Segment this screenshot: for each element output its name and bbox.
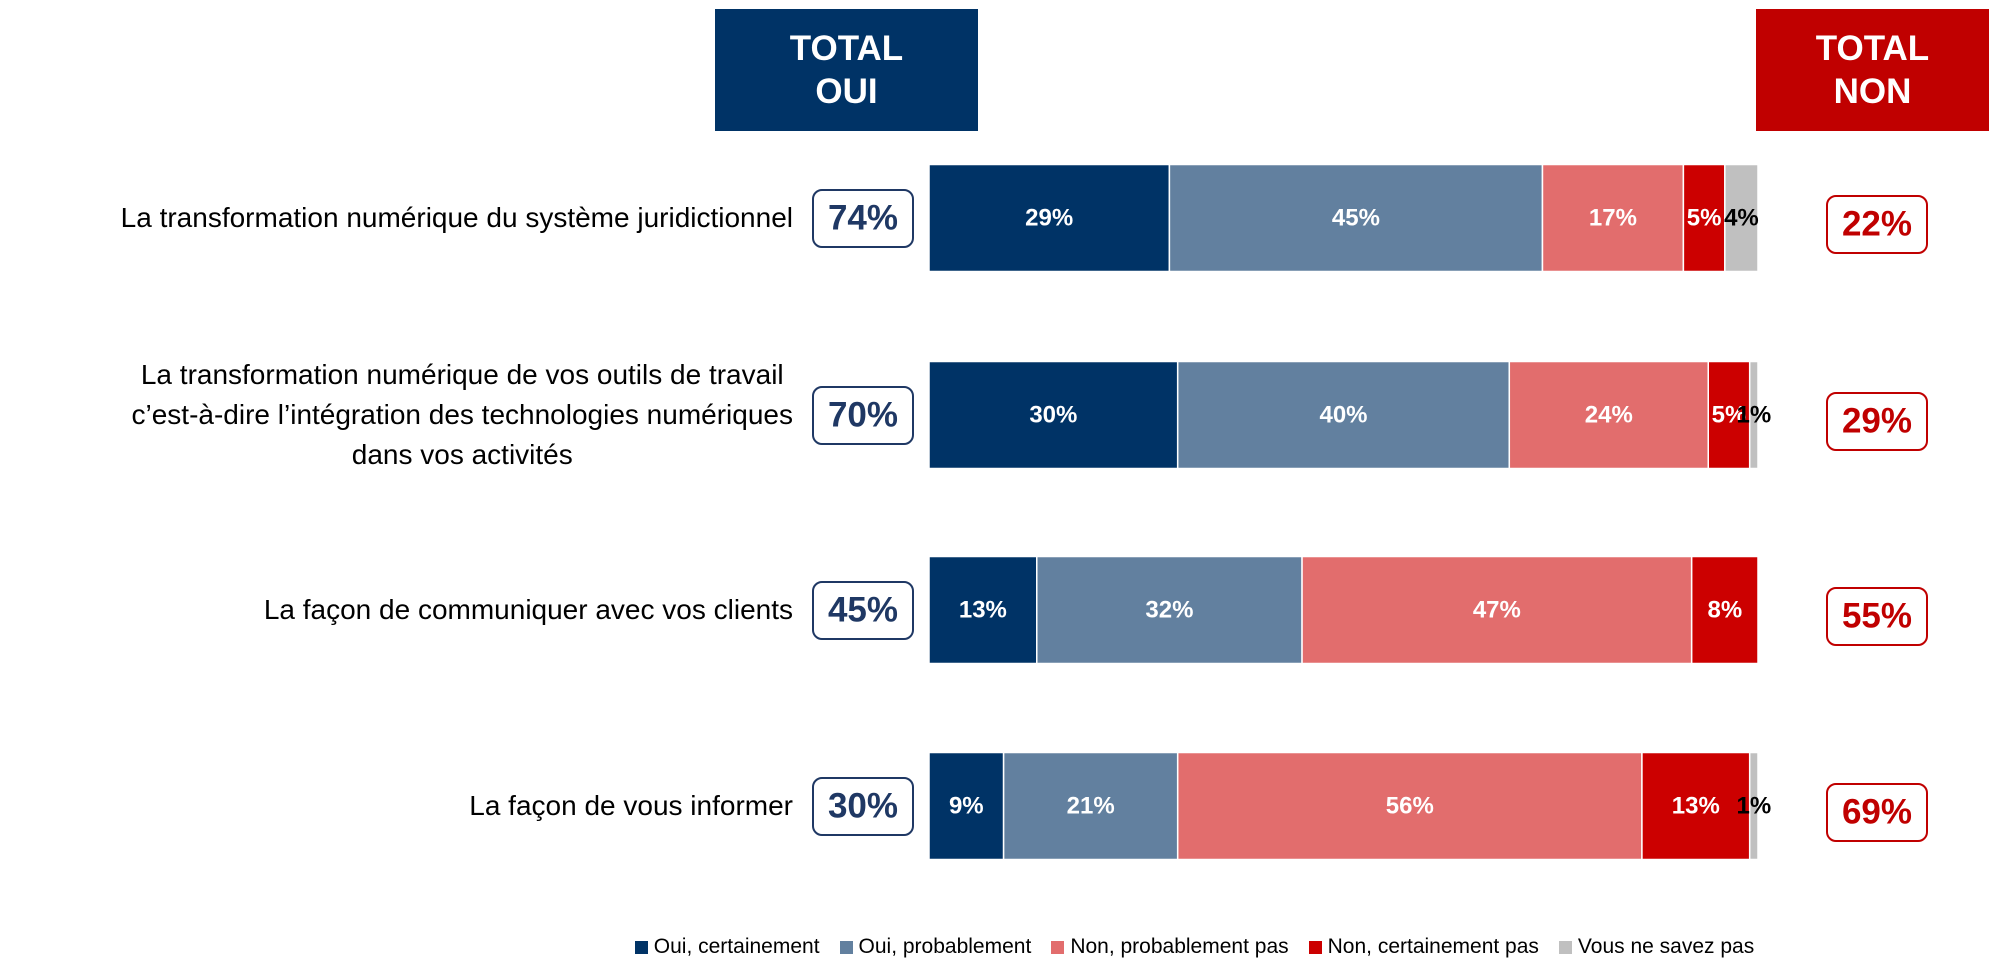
category-label: La façon de vous informer: [0, 736, 793, 876]
bar-segment: [1748, 751, 1759, 861]
total-label: 29%: [1842, 401, 1912, 440]
category-label: La transformation numérique de vos outil…: [0, 345, 793, 485]
legend-item: Non, certainement pas: [1308, 935, 1539, 959]
total-label: 55%: [1842, 596, 1912, 635]
total-label: 45%: [828, 590, 898, 629]
legend-swatch: [1558, 940, 1572, 954]
total-box: [1826, 195, 1928, 254]
bar-label: 32%: [1145, 596, 1193, 623]
legend: Oui, certainement Oui, probablement Non, p…: [0, 935, 1989, 959]
total-label: 22%: [1842, 204, 1912, 243]
bar-label: 47%: [1473, 596, 1521, 623]
bar-label: 13%: [959, 596, 1007, 623]
header-total-yes: TOTAL OUI: [715, 9, 978, 131]
bar-label: 1%: [1737, 792, 1772, 819]
legend-label: Non, certainement pas: [1327, 935, 1539, 958]
bar-label: 5%: [1712, 401, 1747, 428]
bar-label: 45%: [1332, 204, 1380, 231]
bar-segment: [1748, 360, 1759, 470]
bar-label: 21%: [1067, 792, 1115, 819]
bar-segment: [1682, 163, 1726, 273]
total-box: [812, 777, 914, 836]
bar-segment: [1707, 360, 1751, 470]
total-label: 74%: [828, 198, 898, 237]
total-label: 70%: [828, 395, 898, 434]
bar-label: 5%: [1687, 204, 1722, 231]
total-box: [812, 189, 914, 248]
category-text: La façon de vous informer: [469, 790, 793, 821]
bar-segment: [1724, 163, 1759, 273]
total-box: [1826, 587, 1928, 646]
bar-segment: [1002, 751, 1179, 861]
legend-swatch: [634, 940, 648, 954]
legend-item: Oui, probablement: [839, 935, 1032, 959]
bar-label: 13%: [1672, 792, 1720, 819]
bar-segment: [1036, 555, 1303, 665]
bar-segment: [928, 163, 1171, 273]
bar-segment: [928, 751, 1005, 861]
bar-label: 1%: [1737, 401, 1772, 428]
bar-label: 40%: [1319, 401, 1367, 428]
legend-item: Oui, certainement: [634, 935, 820, 959]
total-box: [812, 581, 914, 640]
bar-segment: [1301, 555, 1693, 665]
legend-label: Vous ne savez pas: [1577, 935, 1755, 958]
category-label: La transformation numérique du système j…: [0, 148, 793, 288]
category-text: La transformation numérique du système j…: [120, 202, 793, 233]
header-total-no: TOTAL NON: [1756, 9, 1989, 131]
legend-label: Non, probablement pas: [1070, 935, 1289, 958]
bar-label: 24%: [1585, 401, 1633, 428]
bar-label: 8%: [1707, 596, 1742, 623]
bar-segment: [928, 555, 1038, 665]
legend-swatch: [1308, 940, 1322, 954]
total-box: [1826, 392, 1928, 451]
category-text: La façon de communiquer avec vos clients: [263, 594, 793, 625]
bar-segment: [1176, 360, 1511, 470]
legend-item: Non, probablement pas: [1051, 935, 1289, 959]
total-box: [1826, 783, 1928, 842]
bar-label: 4%: [1724, 204, 1759, 231]
category-label: La façon de communiquer avec vos clients: [0, 540, 793, 680]
bar-label: 30%: [1029, 401, 1077, 428]
total-label: 69%: [1842, 792, 1912, 831]
legend-label: Oui, certainement: [653, 935, 820, 958]
total-box: [812, 386, 914, 445]
bar-label: 29%: [1025, 204, 1073, 231]
legend-item: Vous ne savez pas: [1558, 935, 1755, 959]
bar-label: 9%: [949, 792, 984, 819]
bar-segment: [1176, 751, 1643, 861]
category-text: La transformation numérique de vos outil…: [131, 359, 793, 470]
bar-label: 56%: [1386, 792, 1434, 819]
total-label: 30%: [828, 786, 898, 825]
bar-label: 17%: [1589, 204, 1637, 231]
legend-swatch: [839, 940, 853, 954]
bar-segment: [1690, 555, 1759, 665]
bar-segment: [1168, 163, 1544, 273]
bar-segment: [1508, 360, 1710, 470]
legend-label: Oui, probablement: [858, 935, 1032, 958]
legend-swatch: [1051, 940, 1065, 954]
bar-segment: [928, 360, 1179, 470]
